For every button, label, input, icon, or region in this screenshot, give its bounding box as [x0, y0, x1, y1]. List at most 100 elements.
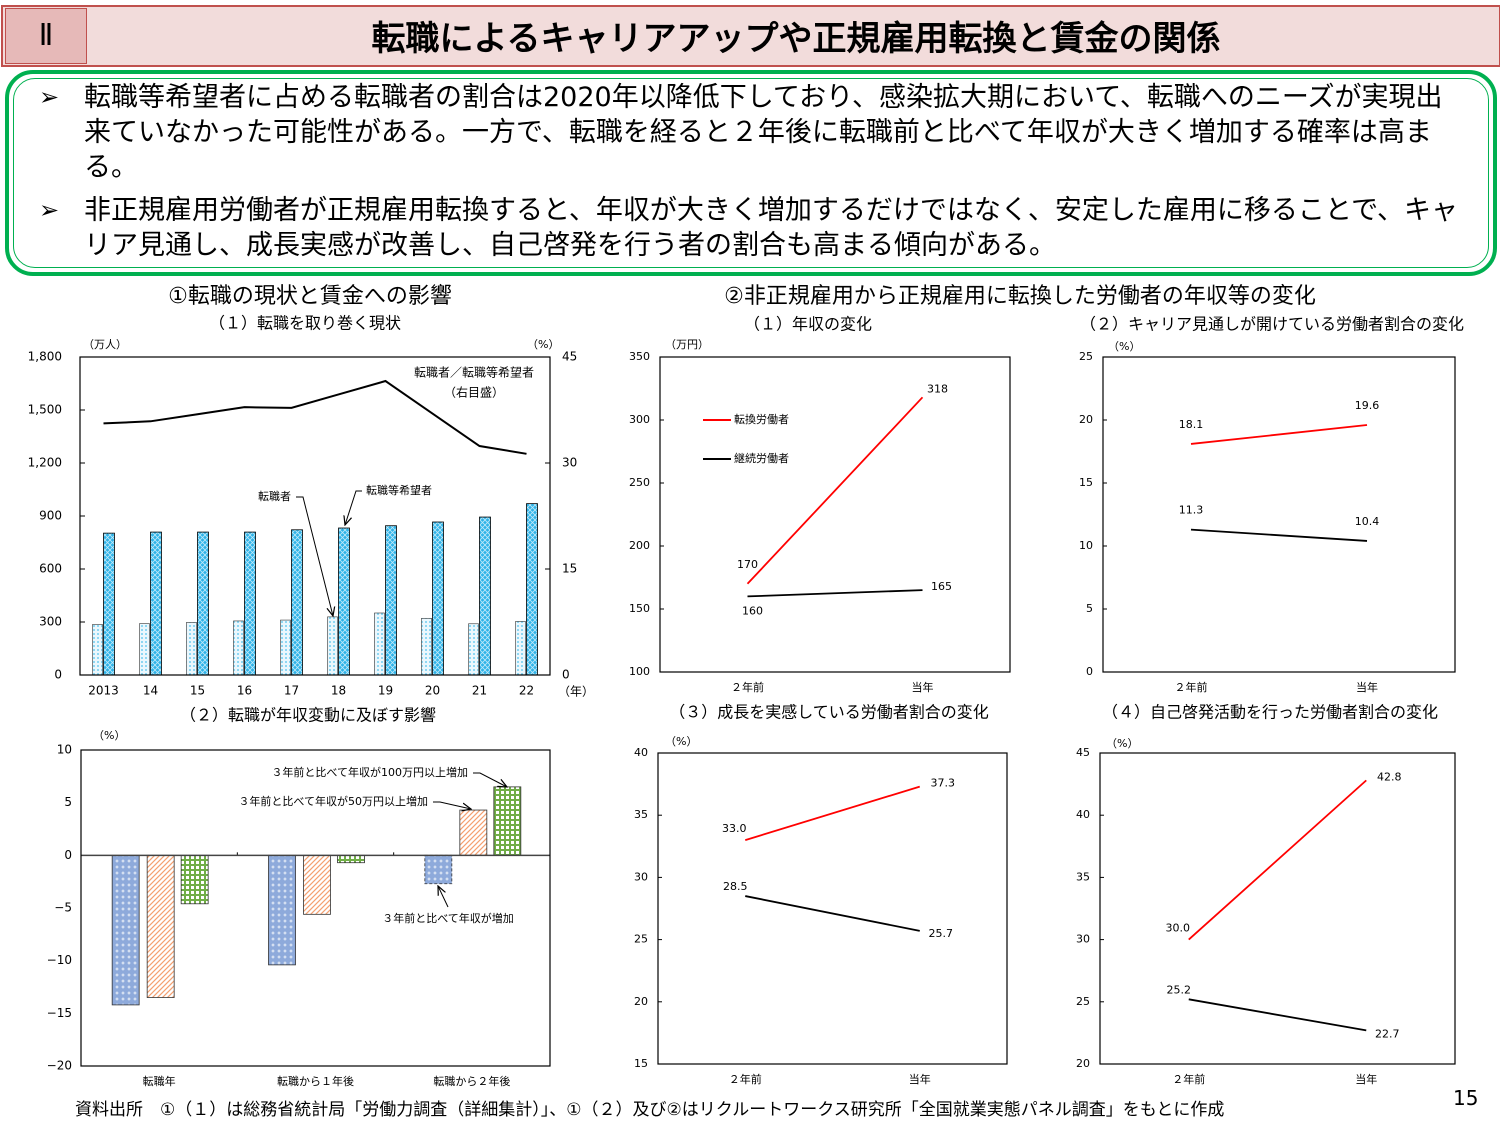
y-tick-label: 350 [629, 350, 650, 363]
plot-frame [659, 356, 1011, 673]
chart-title: （２）転職が年収変動に及ぼす影響 [180, 706, 436, 725]
y-tick-label: 300 [39, 615, 62, 629]
x-axis-unit: （年） [558, 685, 594, 699]
chart-title: （４）自己啓発活動を行った労働者割合の変化 [1102, 703, 1438, 722]
series-line-1 [1190, 424, 1368, 445]
bar-series1-3 [424, 854, 453, 885]
chart-title: （１）転職を取り巻く現状 [209, 314, 401, 333]
arrow-increase [438, 886, 449, 908]
plot-frame [657, 752, 1008, 1065]
series-line-2 [747, 589, 923, 598]
data-label: 165 [931, 580, 952, 593]
bar-series-label-transferers: 転職者 [258, 490, 291, 503]
x-tick-label: 19 [378, 684, 393, 698]
arrowhead-bullet-icon: ➢ [39, 196, 60, 224]
y-tick-label: 10 [1079, 539, 1093, 552]
data-label: 37.3 [931, 777, 956, 790]
arrow-100man [473, 772, 507, 787]
source-note: 資料出所 ①（１）は総務省統計局「労働力調査（詳細集計）」、①（２）及び②はリク… [75, 1100, 1225, 1120]
bar-transferers-17 [280, 619, 291, 676]
y2-axis-unit: （%） [527, 338, 559, 351]
bar-hopefuls-14 [150, 531, 162, 676]
y-tick-label: 20 [1079, 413, 1093, 426]
bar-series-label-hopefuls: 転職等希望者 [366, 483, 432, 497]
bullet-text: 転職等希望者に占める転職者の割合は2020年以降低下しており、感染拡大期において… [84, 82, 1443, 183]
y-tick-label: 25 [1076, 995, 1090, 1008]
bar-transferers-16 [233, 620, 244, 676]
bar-hopefuls-19 [385, 525, 397, 676]
y-tick-label: −15 [47, 1006, 72, 1020]
y-tick-label: 20 [634, 995, 648, 1008]
series-line-2 [745, 895, 920, 932]
y-tick-label: 5 [1086, 602, 1093, 615]
x-tick-label: ２年前 [1172, 1072, 1205, 1086]
y-axis-unit: （%） [665, 735, 697, 748]
data-label: 42.8 [1377, 770, 1402, 783]
line-series-label-note: （右目盛） [444, 385, 504, 400]
x-tick-label: 18 [331, 684, 346, 698]
x-tick-label: 当年 [1355, 1072, 1377, 1086]
y-tick-label: 35 [1076, 870, 1090, 883]
x-tick-label: 2013 [88, 684, 119, 698]
y2-tick-label: 45 [562, 350, 577, 364]
y-tick-label: −5 [54, 901, 72, 915]
y-tick-label: 200 [629, 539, 650, 552]
data-label: 11.3 [1179, 504, 1204, 517]
data-label: 33.0 [722, 822, 747, 835]
bar-series3-1 [180, 854, 209, 905]
y-tick-label: 40 [634, 746, 648, 759]
y-tick-label: 10 [57, 743, 72, 757]
x-tick-label: ２年前 [731, 680, 764, 694]
bar-hopefuls-18 [338, 527, 350, 676]
y-tick-label: 20 [1076, 1057, 1090, 1070]
x-tick-label: 14 [143, 684, 158, 698]
x-tick-label: 17 [284, 684, 299, 698]
section-number: Ⅱ [5, 8, 87, 64]
data-label: 28.5 [723, 880, 748, 893]
y-axis-unit: （万人） [83, 338, 127, 351]
y-tick-label: 300 [629, 413, 650, 426]
bar-hopefuls-17 [291, 529, 303, 676]
bar-series3-3 [493, 786, 522, 856]
x-tick-label: 22 [519, 684, 534, 698]
bar-hopefuls-15 [197, 531, 209, 676]
bar-transferers-22 [515, 621, 526, 676]
bullet-text: 非正規雇用労働者が正規雇用転換すると、年収が大きく増加するだけではなく、安定した… [84, 195, 1459, 261]
data-label: 318 [927, 382, 948, 395]
bar-hopefuls-2013 [103, 532, 115, 676]
bar-transferers-15 [186, 622, 197, 676]
series-label-100man: ３年前と比べて年収が100万円以上増加 [271, 765, 468, 779]
x-tick-label: 21 [472, 684, 487, 698]
y-axis-unit: （%） [93, 729, 125, 742]
series-line-2 [1188, 998, 1367, 1032]
arrow-50man [433, 801, 471, 809]
data-label: 30.0 [1166, 922, 1191, 935]
y-tick-label: 40 [1076, 808, 1090, 821]
plot-frame [1102, 356, 1456, 673]
bar-series1-1 [111, 854, 140, 1006]
y-tick-label: 600 [39, 562, 62, 576]
y-tick-label: 1,500 [28, 403, 62, 417]
data-label: 18.1 [1179, 418, 1204, 431]
x-tick-label: 15 [190, 684, 205, 698]
y-tick-label: 1,800 [28, 350, 62, 364]
line-ratio [103, 379, 527, 455]
y-tick-label: 0 [1086, 665, 1093, 678]
series-label-50man: ３年前と比べて年収が50万円以上増加 [238, 794, 428, 808]
x-tick-label: 転職から２年後 [433, 1074, 510, 1088]
x-tick-label: 20 [425, 684, 440, 698]
chart-title: （３）成長を実感している労働者割合の変化 [669, 703, 989, 722]
x-tick-label: 当年 [1356, 680, 1378, 694]
y-tick-label: 30 [1076, 933, 1090, 946]
y-tick-label: −20 [47, 1059, 72, 1073]
bar-series2-2 [303, 854, 331, 915]
y-tick-label: 15 [1079, 476, 1093, 489]
y-axis-unit: （%） [1106, 737, 1138, 750]
series-line-1 [746, 396, 924, 585]
series-line-1 [1188, 779, 1367, 941]
bar-series3-2 [337, 854, 365, 864]
y-tick-label: 900 [39, 509, 62, 523]
bar-transferers-21 [468, 623, 479, 676]
slide-header: Ⅱ 転職によるキャリアアップや正規雇用転換と賃金の関係 [1, 5, 1500, 67]
